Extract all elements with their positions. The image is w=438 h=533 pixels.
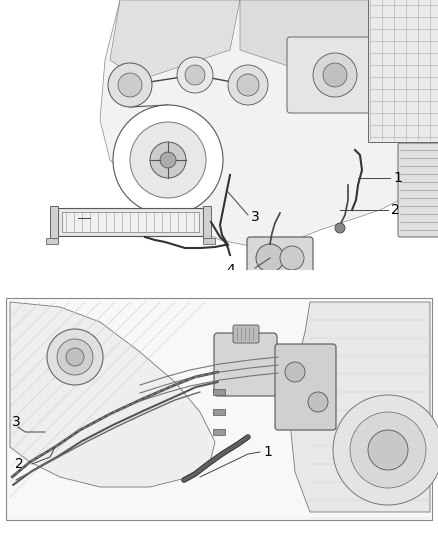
Text: 1: 1 <box>393 171 402 185</box>
Circle shape <box>313 53 357 97</box>
Bar <box>213 389 225 395</box>
Polygon shape <box>110 0 240 80</box>
Circle shape <box>57 339 93 375</box>
Polygon shape <box>10 302 215 487</box>
Bar <box>58 208 203 236</box>
Text: 2: 2 <box>15 457 24 471</box>
Bar <box>0 270 438 292</box>
Text: 3: 3 <box>12 415 21 429</box>
Bar <box>213 429 225 435</box>
Circle shape <box>368 430 408 470</box>
FancyBboxPatch shape <box>6 298 432 520</box>
Circle shape <box>47 329 103 385</box>
Bar <box>0 0 438 270</box>
Bar <box>203 206 211 238</box>
Text: 2: 2 <box>391 203 400 217</box>
Bar <box>0 292 438 533</box>
Bar <box>50 206 58 238</box>
Circle shape <box>228 65 268 105</box>
Bar <box>46 238 58 244</box>
Circle shape <box>118 73 142 97</box>
Circle shape <box>160 152 176 168</box>
Bar <box>213 409 225 415</box>
Text: 5: 5 <box>65 211 74 225</box>
FancyBboxPatch shape <box>368 0 438 142</box>
Circle shape <box>350 412 426 488</box>
Circle shape <box>323 63 347 87</box>
Text: 3: 3 <box>251 210 260 224</box>
FancyBboxPatch shape <box>275 344 336 430</box>
Bar <box>203 238 215 244</box>
Text: 4: 4 <box>226 263 235 277</box>
Circle shape <box>256 244 284 272</box>
Circle shape <box>308 392 328 412</box>
Circle shape <box>335 223 345 233</box>
Circle shape <box>333 395 438 505</box>
FancyBboxPatch shape <box>287 37 383 113</box>
FancyBboxPatch shape <box>233 325 259 343</box>
Text: 1: 1 <box>263 445 272 459</box>
Circle shape <box>177 57 213 93</box>
FancyBboxPatch shape <box>398 143 438 237</box>
FancyBboxPatch shape <box>214 333 277 396</box>
FancyBboxPatch shape <box>247 237 313 279</box>
Polygon shape <box>100 0 438 250</box>
Circle shape <box>280 246 304 270</box>
Circle shape <box>113 105 223 215</box>
Bar <box>62 212 199 232</box>
Circle shape <box>66 348 84 366</box>
Circle shape <box>108 63 152 107</box>
Circle shape <box>185 65 205 85</box>
Polygon shape <box>290 302 430 512</box>
Circle shape <box>150 142 186 178</box>
Circle shape <box>130 122 206 198</box>
Circle shape <box>237 74 259 96</box>
Circle shape <box>285 362 305 382</box>
Polygon shape <box>240 0 420 70</box>
